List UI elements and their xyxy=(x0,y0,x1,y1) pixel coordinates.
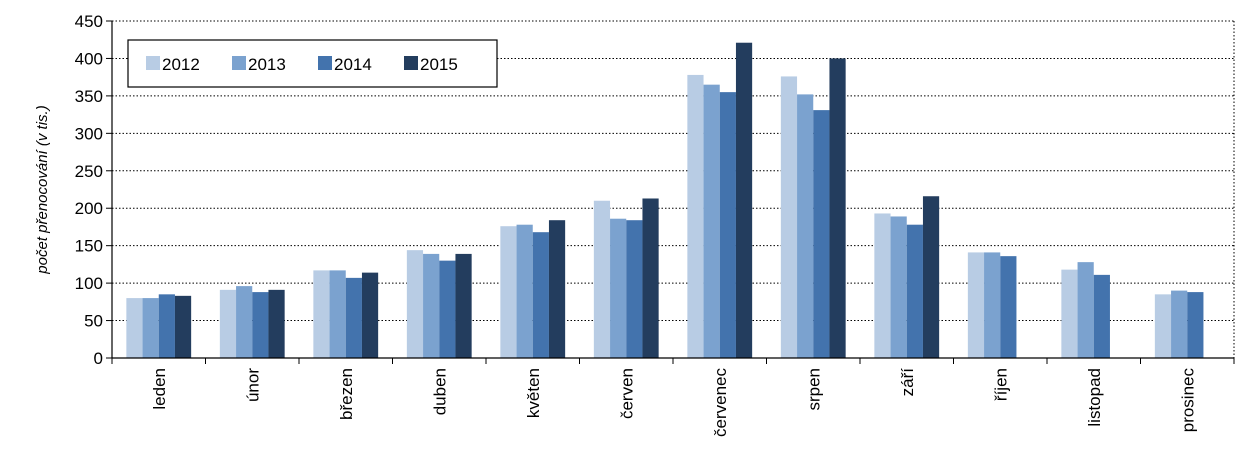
bar-2013-říjen xyxy=(984,252,1001,358)
y-tick-label: 0 xyxy=(94,349,103,368)
axes xyxy=(106,20,1235,364)
legend-swatch-2015 xyxy=(404,56,418,70)
x-category-label: květen xyxy=(524,368,543,418)
x-category-label: březen xyxy=(337,368,356,420)
bar-2013-červenec xyxy=(703,84,720,358)
bar-2012-březen xyxy=(313,270,330,358)
y-tick-label: 50 xyxy=(84,312,103,331)
x-category-label: prosinec xyxy=(1178,368,1197,433)
bar-2013-srpen xyxy=(797,94,814,358)
y-tick-label: 350 xyxy=(75,87,103,106)
bar-2013-březen xyxy=(329,270,346,358)
bar-2014-duben xyxy=(439,260,456,358)
bar-2014-říjen xyxy=(1000,256,1017,358)
x-category-label: duben xyxy=(430,368,449,415)
legend-swatch-2012 xyxy=(146,56,160,70)
bar-2013-červen xyxy=(610,218,627,358)
bar-2014-březen xyxy=(345,277,362,358)
bar-2012-únor xyxy=(219,289,237,358)
bar-2015-únor xyxy=(268,289,285,358)
bar-2014-květen xyxy=(532,232,549,358)
bar-2014-září xyxy=(906,224,923,358)
x-category-label: září xyxy=(898,368,917,397)
bar-2012-duben xyxy=(406,250,424,358)
bar-2013-listopad xyxy=(1077,262,1094,358)
bar-2013-květen xyxy=(516,224,533,358)
bar-2015-duben xyxy=(455,253,472,358)
x-category-label: červen xyxy=(617,368,636,419)
x-category-label: říjen xyxy=(991,368,1010,401)
y-tick-label: 300 xyxy=(75,124,103,143)
bar-2013-září xyxy=(890,216,907,358)
x-category-label: červenec xyxy=(711,368,730,437)
bar-2013-únor xyxy=(236,286,253,358)
bar-2012-září xyxy=(874,213,891,358)
bar-2014-leden xyxy=(158,294,175,358)
bar-2015-srpen xyxy=(829,58,846,358)
x-category-labels: leden únor březen duben květen červen červenec… xyxy=(150,368,1198,437)
bar-2014-srpen xyxy=(813,110,830,359)
x-category-label: srpen xyxy=(804,368,823,411)
bar-2012-červen xyxy=(593,200,611,358)
x-category-label: leden xyxy=(150,368,169,410)
bars xyxy=(126,42,1204,359)
bar-2015-březen xyxy=(361,272,379,358)
bar-2015-květen xyxy=(548,220,566,358)
legend-label-2012: 2012 xyxy=(162,55,200,74)
legend-box xyxy=(127,39,498,88)
bar-2014-červenec xyxy=(719,92,736,358)
legend-label-2013: 2013 xyxy=(248,55,286,74)
bar-2015-červenec xyxy=(735,42,753,358)
x-category-label: listopad xyxy=(1085,368,1104,427)
bar-2013-prosinec xyxy=(1171,290,1188,358)
y-tick-label: 450 xyxy=(75,12,103,31)
bar-2014-listopad xyxy=(1093,274,1110,358)
bar-2014-červen xyxy=(626,220,643,358)
bar-2012-listopad xyxy=(1061,269,1078,358)
bar-2012-červenec xyxy=(687,74,704,359)
bar-2013-duben xyxy=(423,253,440,358)
y-tick-label: 400 xyxy=(75,49,103,68)
legend-swatch-2014 xyxy=(318,56,332,70)
bar-2012-leden xyxy=(126,298,143,358)
bar-2012-květen xyxy=(500,226,517,358)
bar-2013-leden xyxy=(142,298,159,358)
legend-label-2015: 2015 xyxy=(420,55,458,74)
y-tick-label: 250 xyxy=(75,162,103,181)
bar-2012-prosinec xyxy=(1154,294,1172,358)
bar-2014-prosinec xyxy=(1187,292,1204,358)
legend: 2012 2013 2014 2015 xyxy=(127,39,498,88)
y-tick-label: 200 xyxy=(75,199,103,218)
bar-2014-únor xyxy=(252,292,269,358)
bar-2015-září xyxy=(922,196,940,358)
gridlines xyxy=(112,20,1235,358)
y-tick-labels: 0 50 100 150 200 250 300 350 400 450 xyxy=(75,12,103,368)
y-axis-label: počet přenocování (v tis.) xyxy=(34,105,51,274)
y-tick-label: 100 xyxy=(75,274,103,293)
y-tick-label: 150 xyxy=(75,237,103,256)
x-category-label: únor xyxy=(243,368,262,402)
bar-2012-srpen xyxy=(780,76,798,359)
bar-2012-říjen xyxy=(967,252,985,358)
legend-label-2014: 2014 xyxy=(334,55,372,74)
bar-2015-červen xyxy=(642,198,659,358)
legend-swatch-2013 xyxy=(232,56,246,70)
bar-2015-leden xyxy=(174,295,192,358)
